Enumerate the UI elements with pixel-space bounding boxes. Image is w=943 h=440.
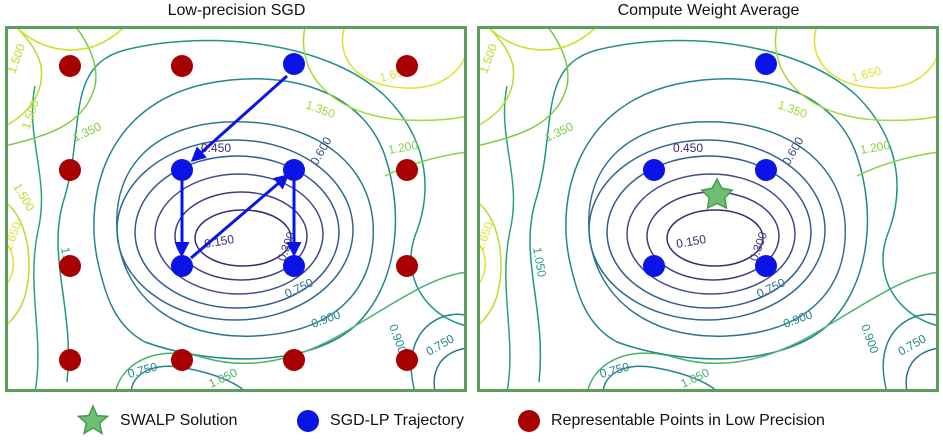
sgd-lp-point [283, 159, 305, 181]
blue-dot-icon [297, 410, 319, 432]
contour-label: 0.450 [673, 141, 703, 155]
sgd-lp-point [755, 255, 777, 277]
sgd-lp-point [755, 53, 777, 75]
representable-point [59, 349, 81, 371]
legend-label-swalp: SWALP Solution [120, 412, 238, 429]
legend: SWALP Solution SGD-LP Trajectory Represe… [0, 404, 943, 438]
representable-point [59, 255, 81, 277]
contour-label: 0.600 [779, 134, 806, 167]
red-dot-icon [518, 410, 540, 432]
contour-label: 0.750 [598, 360, 631, 381]
right-panel-title: Compute Weight Average [617, 2, 800, 19]
contour-label: 0.150 [203, 232, 235, 251]
contour-label: 0.900 [781, 307, 814, 331]
contour-label: 0.600 [307, 134, 334, 167]
sgd-lp-points [171, 53, 305, 277]
contour-label: 1.050 [206, 365, 239, 391]
contour-label: 1.050 [530, 246, 549, 278]
contour-label: 0.750 [126, 360, 159, 381]
representable-point [171, 55, 193, 77]
panel-frame [5, 26, 467, 392]
contour-labels: 1.500 1.350 1.650 1.500 1.350 0.450 0.60… [5, 42, 457, 391]
compute-weight-average-panel: 1.500 1.350 1.650 1.350 0.450 0.600 1.20… [477, 26, 939, 392]
representable-point [283, 349, 305, 371]
representable-point [171, 349, 193, 371]
sgd-lp-point [643, 159, 665, 181]
contour-label: 1.350 [304, 98, 337, 122]
sgd-lp-points [643, 53, 777, 277]
trajectory-step [190, 74, 288, 162]
contour-label: 0.150 [675, 232, 707, 251]
star-icon [76, 404, 110, 435]
contour-label: 1.500 [5, 42, 28, 75]
contour-label: 1.500 [19, 98, 43, 131]
contour-label: 1.350 [70, 119, 103, 145]
representable-point [396, 55, 418, 77]
legend-label-sgd-lp: SGD-LP Trajectory [330, 412, 464, 429]
contour-label: 1.500 [477, 42, 500, 75]
contour-label: 1.650 [850, 64, 883, 85]
sgd-trajectory-arrows [174, 74, 302, 260]
legend-label-representable: Representable Points in Low Precision [551, 412, 825, 429]
sgd-lp-point [283, 53, 305, 75]
contour-label: 1.500 [10, 181, 37, 214]
contour-label: 1.200 [387, 138, 419, 157]
contour-label: 0.900 [309, 307, 342, 331]
panel-frame [477, 26, 939, 392]
representable-point [396, 349, 418, 371]
legend-item-swalp: SWALP Solution [76, 404, 237, 438]
contour-label: 0.750 [896, 331, 929, 358]
representable-point [59, 159, 81, 181]
representable-point [59, 55, 81, 77]
sgd-lp-point [755, 159, 777, 181]
sgd-lp-point [171, 159, 193, 181]
contour-label: 1.350 [542, 119, 575, 145]
low-precision-sgd-panel: 1.500 1.350 1.650 1.500 1.350 0.450 0.60… [5, 26, 467, 392]
left-panel-title: Low-precision SGD [167, 2, 306, 19]
contour-label: 1.350 [776, 98, 809, 122]
swalp-solution-star [700, 177, 734, 210]
contour-label: 0.900 [858, 322, 882, 355]
sgd-lp-point [643, 255, 665, 277]
contour-lines [477, 26, 939, 392]
contour-label: 1.050 [678, 365, 711, 391]
contour-label: 0.750 [282, 275, 315, 301]
contour-label: 0.750 [424, 331, 457, 358]
legend-item-sgd-lp: SGD-LP Trajectory [296, 404, 464, 438]
contour-label: 0.750 [754, 275, 787, 301]
legend-item-representable: Representable Points in Low Precision [517, 404, 825, 438]
sgd-lp-point [171, 255, 193, 277]
sgd-lp-point [283, 255, 305, 277]
trajectory-step [190, 174, 290, 260]
representable-point [396, 159, 418, 181]
representable-point [396, 255, 418, 277]
representable-points [59, 55, 418, 371]
contour-label: 1.200 [859, 138, 891, 157]
contour-labels: 1.500 1.350 1.650 1.350 0.450 0.600 1.20… [477, 42, 929, 391]
